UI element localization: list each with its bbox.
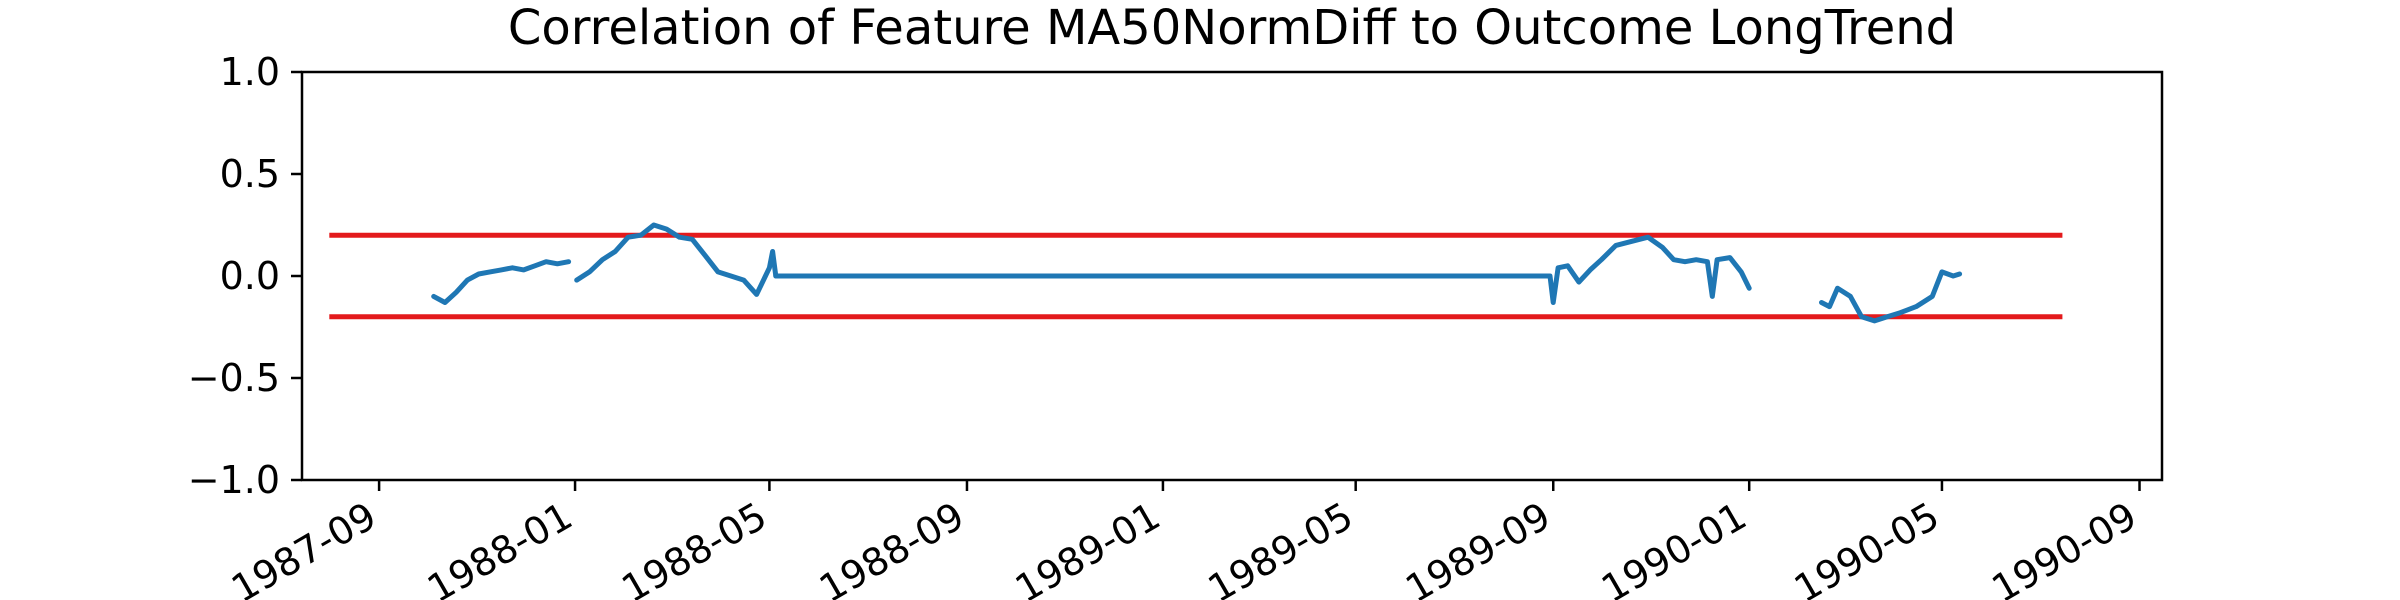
x-tick-label: 1987-09 [224,494,384,600]
series-line-segment-1 [431,259,572,305]
y-tick-label: 0.5 [220,152,280,196]
y-tick-label: −0.5 [188,356,280,400]
x-tick-label: 1988-01 [420,494,580,600]
x-tick-label: 1990-05 [1787,494,1947,600]
x-tick-label: 1989-01 [1008,494,1168,600]
x-tick-label: 1988-05 [614,494,774,600]
series-line-segment-2 [574,222,779,297]
x-tick-label: 1990-01 [1594,494,1754,600]
series-line-segment-3 [773,234,1752,305]
y-tick-label: 0.0 [220,254,280,298]
x-tick-label: 1988-09 [812,494,972,600]
x-tick-label: 1989-05 [1201,494,1361,600]
x-tick-label: 1990-09 [1985,494,2145,600]
series-line-segment-4 [1819,269,1963,324]
chart-title: Correlation of Feature MA50NormDiff to O… [508,0,1956,56]
y-tick-label: 1.0 [220,50,280,94]
y-tick-label: −1.0 [188,458,280,502]
x-tick-label: 1989-09 [1398,494,1558,600]
